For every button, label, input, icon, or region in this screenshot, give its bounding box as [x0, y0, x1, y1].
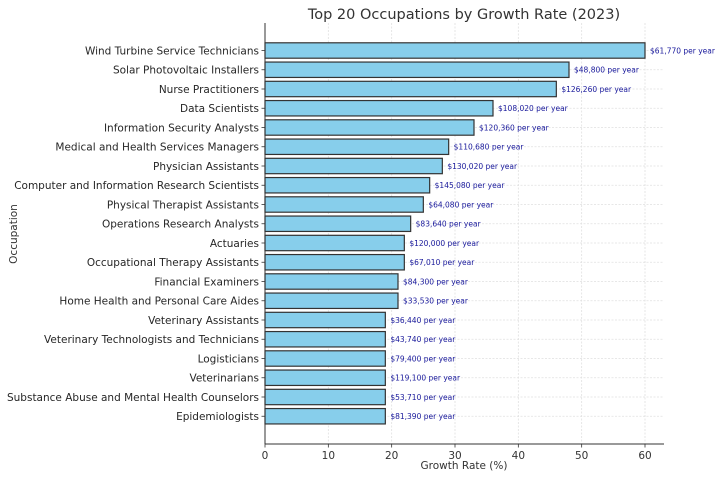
y-tick-label: Medical and Health Services Managers — [55, 142, 259, 154]
data-label: $61,770 per year — [650, 46, 716, 55]
data-label: $83,640 per year — [416, 220, 482, 229]
bar — [264, 234, 405, 252]
x-tick-label: 20 — [385, 450, 398, 462]
data-label: $120,360 per year — [479, 123, 550, 132]
data-label: $120,000 per year — [409, 239, 480, 248]
x-tick-label: 40 — [512, 450, 525, 462]
bar — [264, 157, 443, 175]
data-labels-layer: $61,770 per year $48,800 per year $126,260… — [390, 46, 716, 421]
y-tick-label: Computer and Information Research Scient… — [14, 180, 259, 192]
bar — [264, 119, 475, 136]
data-label: $79,400 per year — [390, 354, 456, 363]
bar — [264, 330, 386, 348]
y-tick-label: Actuaries — [210, 238, 259, 250]
bar — [264, 407, 386, 425]
bar — [264, 99, 494, 117]
chart-title: Top 20 Occupations by Growth Rate (2023) — [307, 7, 620, 23]
bar — [264, 350, 386, 367]
data-label: $64,080 per year — [428, 200, 494, 209]
data-label: $43,740 per year — [390, 335, 456, 344]
bar — [264, 176, 431, 194]
bar — [264, 215, 412, 233]
data-label: $48,800 per year — [574, 66, 640, 75]
data-label: $119,100 per year — [390, 374, 461, 383]
y-tick-label: Data Scientists — [180, 103, 259, 115]
data-label: $53,710 per year — [390, 393, 456, 402]
bar — [264, 273, 399, 290]
bar — [264, 369, 386, 387]
bar — [264, 292, 399, 310]
y-tick-label: Physician Assistants — [153, 161, 259, 173]
x-tick-label: 60 — [638, 450, 651, 462]
y-tick-label: Wind Turbine Service Technicians — [85, 45, 259, 57]
data-label: $108,020 per year — [498, 104, 569, 113]
bar — [264, 61, 570, 79]
bar — [264, 80, 557, 98]
x-tick-labels: 0 10 20 30 40 50 60 — [262, 444, 652, 462]
x-tick-label: 50 — [575, 450, 588, 462]
data-label: $33,530 per year — [403, 297, 469, 306]
data-label: $145,080 per year — [435, 181, 506, 190]
y-tick-label: Home Health and Personal Care Aides — [59, 296, 259, 308]
y-tick-label: Operations Research Analysts — [102, 219, 259, 231]
data-label: $126,260 per year — [561, 85, 632, 94]
y-tick-label: Substance Abuse and Mental Health Counse… — [7, 392, 259, 404]
y-tick-label: Veterinary Technologists and Technicians — [44, 334, 259, 346]
bar — [264, 138, 450, 156]
data-label: $36,440 per year — [390, 316, 456, 325]
x-axis-label: Growth Rate (%) — [421, 460, 508, 472]
y-tick-label: Veterinary Assistants — [148, 315, 259, 327]
x-tick-label: 0 — [262, 450, 269, 462]
x-tick-label: 10 — [322, 450, 335, 462]
bar — [264, 196, 424, 213]
bar — [264, 311, 386, 329]
y-tick-label: Occupational Therapy Assistants — [87, 257, 259, 269]
y-tick-label: Solar Photovoltaic Installers — [113, 65, 259, 77]
y-tick-label: Physical Therapist Assistants — [107, 199, 259, 211]
data-label: $81,390 per year — [390, 412, 456, 421]
y-tick-labels: Wind Turbine Service Technicians Solar Ph… — [7, 45, 265, 423]
y-tick-label: Information Security Analysts — [104, 122, 259, 134]
y-tick-label: Financial Examiners — [154, 276, 259, 288]
y-tick-label: Nurse Practitioners — [159, 84, 259, 96]
data-label: $110,680 per year — [454, 143, 525, 152]
y-tick-label: Logisticians — [198, 353, 259, 365]
bar — [264, 42, 646, 59]
x-tick-label: 30 — [448, 450, 461, 462]
data-label: $130,020 per year — [447, 162, 518, 171]
y-axis-label: Occupation — [8, 204, 20, 264]
data-label: $84,300 per year — [403, 277, 469, 286]
data-label: $67,010 per year — [409, 258, 475, 267]
bar — [264, 253, 405, 271]
y-tick-label: Epidemiologists — [176, 411, 259, 423]
bar — [264, 388, 386, 406]
y-tick-label: Veterinarians — [189, 373, 259, 385]
